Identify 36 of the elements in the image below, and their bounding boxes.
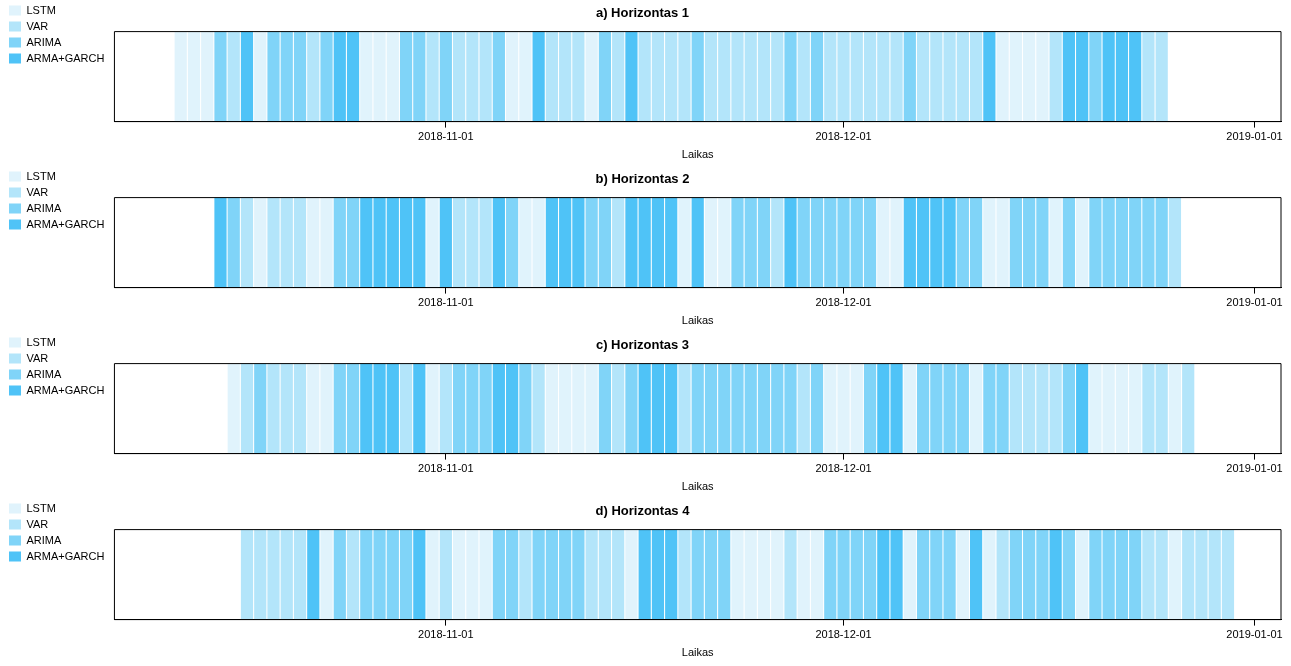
legend-label: LSTM [26, 169, 56, 182]
x-tick-label: 2018-12-01 [815, 296, 872, 309]
legend-label: VAR [26, 351, 49, 364]
x-tick-label: 2019-01-01 [1226, 628, 1283, 641]
x-axis-title: Laikas [681, 646, 715, 659]
chart-title: c) Horizontas 3 [595, 337, 690, 353]
legend-label: ARMA+GARCH [26, 383, 105, 396]
legend-label: ARMA+GARCH [26, 549, 105, 562]
x-tick-label: 2018-11-01 [418, 462, 474, 475]
chart-title: a) Horizontas 1 [595, 5, 690, 21]
legend-label: LSTM [26, 501, 56, 514]
x-axis-title: Laikas [681, 314, 715, 327]
chart-title: d) Horizontas 4 [595, 503, 691, 519]
legend-label: ARMA+GARCH [26, 51, 105, 64]
x-tick-label: 2019-01-01 [1226, 130, 1283, 143]
legend-label: ARIMA [26, 35, 62, 48]
x-tick-label: 2018-12-01 [815, 462, 872, 475]
legend-label: LSTM [26, 335, 56, 348]
x-tick-label: 2019-01-01 [1226, 296, 1283, 309]
legend-label: VAR [26, 185, 49, 198]
legend-label: VAR [26, 19, 49, 32]
legend-label: ARMA+GARCH [26, 217, 105, 230]
legend-label: ARIMA [26, 367, 62, 380]
legend-label: ARIMA [26, 533, 62, 546]
x-tick-label: 2018-11-01 [418, 296, 474, 309]
legend-label: LSTM [26, 3, 56, 16]
x-tick-label: 2019-01-01 [1226, 462, 1283, 475]
legend-label: ARIMA [26, 201, 62, 214]
x-tick-label: 2018-11-01 [418, 130, 474, 143]
x-tick-label: 2018-12-01 [815, 628, 872, 641]
x-axis-title: Laikas [681, 148, 715, 161]
chart-title: b) Horizontas 2 [595, 171, 690, 187]
legend-label: VAR [26, 517, 49, 530]
x-tick-label: 2018-11-01 [418, 628, 474, 641]
x-axis-title: Laikas [681, 480, 715, 493]
x-tick-label: 2018-12-01 [815, 130, 872, 143]
